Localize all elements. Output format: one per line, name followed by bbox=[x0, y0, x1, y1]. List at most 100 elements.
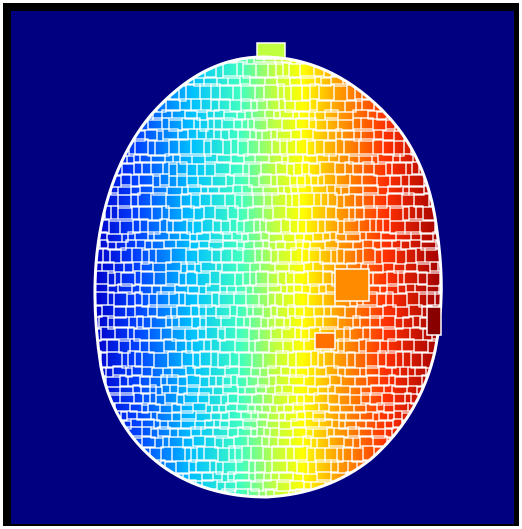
superpixel-cell bbox=[437, 207, 442, 222]
superpixel-cell bbox=[172, 480, 180, 491]
superpixel-cell bbox=[94, 109, 100, 119]
superpixel-cell bbox=[422, 403, 438, 413]
superpixel-cell bbox=[105, 109, 114, 119]
superpixel-cell bbox=[94, 376, 99, 388]
superpixel-cell bbox=[418, 488, 431, 497]
superpixel-cell bbox=[444, 482, 453, 491]
superpixel-cell bbox=[385, 481, 402, 492]
superpixel-cell bbox=[377, 61, 389, 77]
superpixel-cell bbox=[433, 394, 442, 406]
superpixel-cell bbox=[430, 386, 439, 396]
superpixel-cell bbox=[413, 63, 424, 79]
superpixel-cell bbox=[404, 426, 414, 437]
superpixel-cell bbox=[116, 130, 132, 142]
superpixel-cell bbox=[119, 481, 136, 492]
orange-patch bbox=[334, 268, 370, 302]
superpixel-cell bbox=[100, 162, 115, 176]
superpixel-cell bbox=[104, 472, 114, 482]
superpixel-cell bbox=[354, 479, 366, 490]
superpixel-cell bbox=[439, 248, 442, 264]
superpixel-cell bbox=[365, 61, 379, 77]
superpixel-cell bbox=[385, 100, 395, 113]
superpixel-cell bbox=[95, 100, 110, 113]
superpixel-cell bbox=[399, 77, 409, 87]
superpixel-cell bbox=[128, 85, 136, 102]
superpixel-cell bbox=[433, 350, 442, 367]
superpixel-cell bbox=[440, 57, 442, 65]
superpixel-cell bbox=[442, 317, 448, 328]
superpixel-cell bbox=[410, 420, 425, 430]
superpixel-cell bbox=[127, 57, 137, 65]
superpixel-cell bbox=[138, 489, 148, 497]
superpixel-cell bbox=[98, 109, 107, 119]
superpixel-cell bbox=[379, 460, 396, 474]
superpixel-cell bbox=[423, 420, 432, 430]
superpixel-cell bbox=[304, 57, 316, 63]
superpixel-cell bbox=[123, 61, 136, 77]
superpixel-cell bbox=[366, 471, 376, 481]
superpixel-cell bbox=[414, 111, 423, 121]
superpixel-cell bbox=[422, 410, 431, 420]
superpixel-cell bbox=[119, 119, 129, 132]
superpixel-cell bbox=[149, 480, 160, 491]
superpixel-cell bbox=[126, 447, 140, 463]
superpixel-cell bbox=[109, 461, 119, 475]
superpixel-cell bbox=[422, 98, 431, 111]
superpixel-cell bbox=[326, 57, 341, 64]
superpixel-cell bbox=[116, 57, 129, 64]
orange-patch-small bbox=[314, 332, 336, 350]
superpixel-cell bbox=[118, 98, 130, 111]
superpixel-cell bbox=[147, 57, 159, 63]
superpixel-cell bbox=[440, 218, 442, 233]
superpixel-cell bbox=[123, 436, 133, 448]
superpixel-cell bbox=[354, 490, 367, 497]
superpixel-cell bbox=[157, 489, 167, 497]
superpixel-cell bbox=[401, 488, 414, 497]
superpixel-cell bbox=[104, 426, 116, 437]
superpixel-cell bbox=[400, 480, 413, 491]
superpixel-cell bbox=[143, 62, 153, 78]
superpixel-cell bbox=[158, 479, 174, 490]
superpixel-cell bbox=[410, 472, 422, 482]
superpixel-cell bbox=[422, 62, 437, 78]
superpixel-cell bbox=[435, 410, 442, 420]
superpixel-cell bbox=[445, 263, 459, 272]
image-canvas bbox=[11, 11, 514, 524]
superpixel-cell bbox=[437, 261, 442, 272]
superpixel-cell bbox=[100, 57, 112, 64]
superpixel-cell bbox=[442, 118, 455, 129]
superpixel-cell bbox=[341, 489, 356, 497]
superpixel-cell bbox=[97, 447, 114, 463]
superpixel-cell bbox=[376, 84, 387, 101]
superpixel-cell bbox=[399, 435, 416, 447]
superpixel-cell bbox=[387, 62, 399, 78]
superpixel-cell bbox=[403, 85, 419, 102]
superpixel-cell bbox=[437, 338, 442, 352]
dark-red-patch bbox=[426, 306, 442, 336]
superpixel-cell bbox=[429, 426, 442, 437]
superpixel-cell bbox=[112, 472, 122, 482]
superpixel-cell bbox=[154, 472, 171, 482]
superpixel-cell bbox=[405, 111, 416, 121]
superpixel-cell bbox=[403, 117, 420, 130]
superpixel-cell bbox=[404, 100, 418, 113]
superpixel-cell bbox=[273, 490, 290, 497]
superpixel-cell bbox=[169, 57, 182, 64]
superpixel-cell bbox=[362, 57, 376, 64]
superpixel-cell bbox=[339, 479, 356, 490]
superpixel-cell bbox=[94, 155, 104, 165]
superpixel-cell bbox=[346, 57, 358, 63]
superpixel-cell bbox=[427, 57, 442, 63]
superpixel-cell bbox=[134, 84, 146, 101]
superpixel-cell bbox=[101, 488, 111, 497]
superpixel-cell bbox=[408, 459, 418, 473]
superpixel-cell bbox=[445, 386, 457, 394]
superpixel-cell bbox=[128, 110, 140, 120]
superpixel-cell bbox=[377, 489, 392, 497]
superpixel-cell bbox=[108, 100, 120, 113]
superpixel-cell bbox=[444, 194, 457, 207]
superpixel-cell bbox=[95, 186, 105, 196]
superpixel-cell bbox=[427, 75, 442, 85]
superpixel-cell bbox=[171, 62, 179, 78]
superpixel-cell bbox=[119, 111, 130, 121]
